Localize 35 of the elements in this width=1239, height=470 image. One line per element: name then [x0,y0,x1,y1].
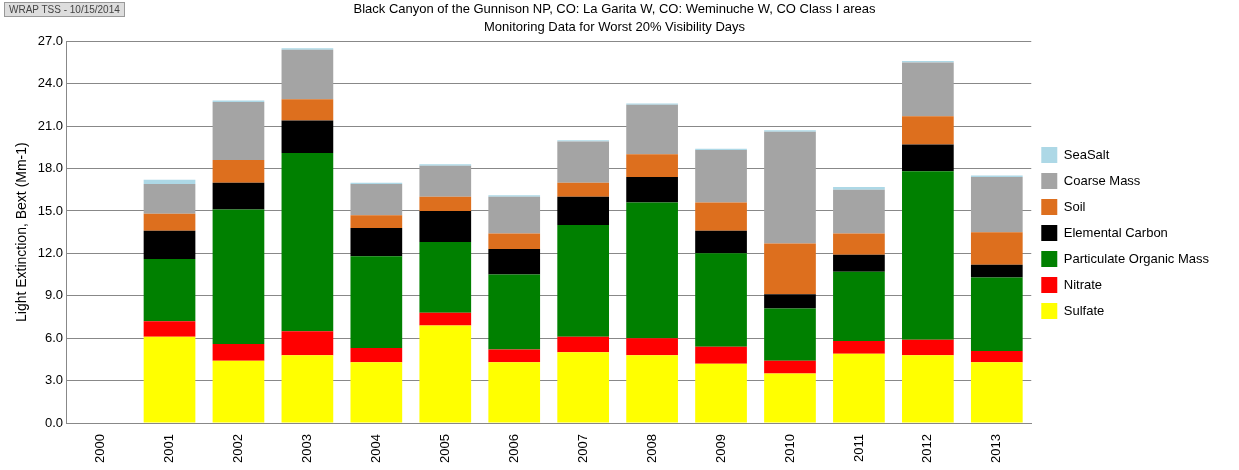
y-tick-label: 27.0 [37,32,64,48]
legend-label: Soil [1063,198,1086,214]
y-tick-label: 21.0 [37,117,64,133]
x-tick-label: 2010 [781,434,797,463]
text: WRAP TSS - 10/15/2014 [9,4,120,15]
x-tick-label: 2013 [988,434,1004,463]
legend-label: Elemental Carbon [1063,224,1168,240]
x-tick-label: 2002 [230,434,246,463]
x-tick-label: 2004 [367,434,383,463]
chart-subtitle: Monitoring Data for Worst 20% Visibility Days [483,18,746,34]
legend-label: Particulate Organic Mass [1063,250,1210,266]
x-tick-label: 2009 [712,434,728,463]
legend-label: Sulfate [1063,302,1105,318]
x-tick-label: 2005 [436,434,452,463]
x-tick-label: 2000 [92,434,108,463]
y-tick-label: 6.0 [45,329,64,345]
y-tick-label: 24.0 [37,75,64,91]
y-tick-label: 9.0 [45,287,64,303]
x-tick-label: 2012 [919,434,935,463]
y-tick-label: 15.0 [37,202,64,218]
legend-label: Coarse Mass [1063,172,1141,188]
y-tick-label: 0.0 [45,414,64,430]
x-tick-label: 2008 [643,434,659,463]
x-tick-label: 2007 [574,434,590,463]
x-tick-label: 2006 [505,434,521,463]
y-axis-title: Light Extinction, Bext (Mm-1) [13,142,30,323]
x-tick-label: 2001 [161,434,177,463]
legend-label: SeaSalt [1063,146,1110,162]
y-tick-label: 3.0 [45,372,64,388]
y-tick-label: 12.0 [37,244,64,260]
y-tick-label: 18.0 [37,160,64,176]
x-tick-label: 2011 [850,434,866,463]
x-tick-label: 2003 [298,434,314,463]
legend-label: Nitrate [1063,276,1103,292]
chart-title: Black Canyon of the Gunnison NP, CO: La Garita W, CO: Weminuche W, CO Class I areas [353,1,876,17]
